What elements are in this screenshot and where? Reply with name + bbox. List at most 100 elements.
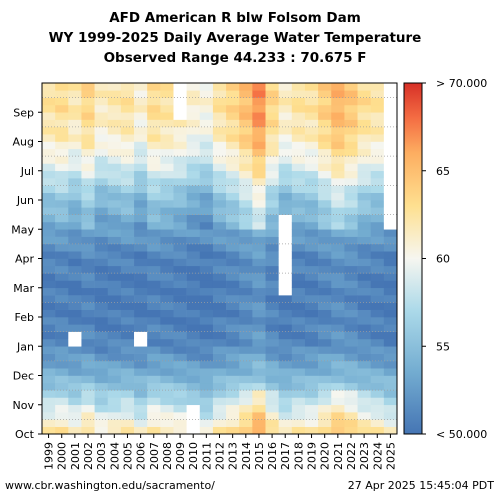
heatmap-cell-2024-35 (370, 170, 385, 179)
x-tick-label-2005: 2005 (121, 442, 134, 470)
heatmap-cell-1999-22 (42, 265, 56, 274)
heatmap-cell-2020-42 (318, 119, 332, 128)
heatmap-cell-2013-34 (226, 178, 240, 186)
heatmap-cell-2016-5 (265, 390, 279, 398)
heatmap-cell-2025-25 (383, 243, 398, 252)
heatmap-cell-2002-10 (81, 353, 95, 362)
heatmap-cell-2004-35 (107, 170, 122, 179)
heatmap-cell-2015-40 (252, 134, 266, 142)
heatmap-cell-2000-33 (55, 185, 69, 193)
heatmap-cell-2016-9 (265, 360, 279, 369)
heatmap-cell-2019-26 (304, 236, 319, 245)
heatmap-cell-2009-19 (173, 287, 187, 296)
heatmap-cell-2016-31 (265, 200, 279, 208)
heatmap-cell-2014-18 (239, 295, 253, 303)
heatmap-cell-2003-23 (94, 258, 109, 267)
heatmap-cell-2001-27 (68, 229, 82, 237)
heatmap-cell-2009-45 (173, 97, 187, 106)
heatmap-cell-2003-37 (94, 156, 109, 164)
heatmap-cell-2006-22 (134, 265, 148, 274)
heatmap-cell-2013-19 (226, 287, 240, 296)
heatmap-cell-2019-34 (304, 178, 319, 186)
heatmap-cell-2016-37 (265, 156, 279, 164)
heatmap-cell-2012-6 (212, 382, 227, 391)
colorbar-axis: < 50.000 55 60 65 > 70.000 (422, 77, 487, 441)
heatmap-cell-2003-33 (94, 185, 109, 193)
heatmap-cell-2003-26 (94, 236, 109, 245)
heatmap-cell-2015-47 (252, 83, 266, 91)
heatmap-cell-2017-29 (278, 214, 293, 223)
heatmap-cell-2014-45 (239, 97, 253, 106)
heatmap-cell-2014-8 (239, 368, 253, 376)
heatmap-cell-2006-5 (134, 390, 148, 398)
heatmap-cell-2012-19 (212, 287, 227, 296)
heatmap-cell-2005-0 (120, 426, 135, 435)
heatmap-cell-2024-8 (370, 368, 385, 376)
heatmap-cell-2000-1 (55, 419, 69, 427)
heatmap-cell-2022-24 (344, 251, 358, 259)
heatmap-cell-2016-6 (265, 382, 279, 391)
heatmap-cell-2005-9 (120, 360, 135, 369)
x-tick-label-2025: 2025 (384, 442, 397, 470)
heatmap-cell-2004-47 (107, 83, 122, 91)
heatmap-cell-2016-44 (265, 104, 279, 113)
heatmap-cell-2019-28 (304, 221, 319, 230)
heatmap-cell-2023-30 (357, 207, 372, 215)
heatmap-cell-2019-44 (304, 104, 319, 113)
heatmap-cell-2022-36 (344, 163, 358, 172)
heatmap-cell-2019-16 (304, 309, 319, 318)
heatmap-cell-2013-33 (226, 185, 240, 193)
heatmap-cell-2024-43 (370, 112, 385, 120)
heatmap-cell-2012-38 (212, 148, 227, 157)
heatmap-cell-2019-19 (304, 287, 319, 296)
heatmap-cell-2003-24 (94, 251, 109, 259)
heatmap-cell-2008-22 (160, 265, 174, 274)
heatmap-cell-2002-25 (81, 243, 95, 252)
heatmap-cell-2020-21 (318, 273, 332, 281)
heatmap-cell-2003-16 (94, 309, 109, 318)
heatmap-cell-2005-8 (120, 368, 135, 376)
heatmap-cell-2025-24 (383, 251, 398, 259)
heatmap-cell-2019-13 (304, 331, 319, 340)
heatmap-cell-2007-41 (147, 126, 161, 135)
heatmap-cell-2010-9 (186, 360, 201, 369)
heatmap-cell-2009-9 (173, 360, 187, 369)
heatmap-cell-2024-4 (370, 397, 385, 406)
heatmap-cell-2008-24 (160, 251, 174, 259)
heatmap-cell-2025-45 (383, 97, 398, 106)
heatmap-cell-2015-18 (252, 295, 266, 303)
heatmap-cell-2006-15 (134, 317, 148, 325)
heatmap-cell-2018-1 (291, 419, 306, 427)
heatmap-cell-2008-16 (160, 309, 174, 318)
heatmap-cell-2025-42 (383, 119, 398, 128)
heatmap-cell-2021-6 (331, 382, 345, 391)
heatmap-cell-2002-7 (81, 375, 95, 384)
heatmap-cell-2005-41 (120, 126, 135, 135)
heatmap-cell-2018-40 (291, 134, 306, 142)
heatmap-cell-2018-12 (291, 338, 306, 347)
heatmap-cell-2011-25 (199, 243, 214, 252)
heatmap-cell-2016-27 (265, 229, 279, 237)
x-tick-label-2016: 2016 (266, 442, 279, 470)
heatmap-cell-2001-34 (68, 178, 82, 186)
heatmap-cell-2020-14 (318, 324, 332, 332)
heatmap-cell-2003-12 (94, 338, 109, 347)
heatmap-cell-2012-11 (212, 346, 227, 354)
heatmap-cell-2014-27 (239, 229, 253, 237)
heatmap-cell-2010-27 (186, 229, 201, 237)
heatmap-cell-2014-16 (239, 309, 253, 318)
heatmap-cell-2023-18 (357, 295, 372, 303)
heatmap-cell-2004-7 (107, 375, 122, 384)
heatmap-cell-2007-13 (147, 331, 161, 340)
heatmap-cell-2010-14 (186, 324, 201, 332)
heatmap-cell-2018-6 (291, 382, 306, 391)
heatmap-cell-2019-31 (304, 200, 319, 208)
heatmap-cell-2018-32 (291, 192, 306, 201)
heatmap-cell-2024-27 (370, 229, 385, 237)
heatmap-cell-2005-40 (120, 134, 135, 142)
heatmap-cell-2021-19 (331, 287, 345, 296)
heatmap-cell-2003-43 (94, 112, 109, 120)
heatmap-cell-1999-21 (42, 273, 56, 281)
heatmap-cell-2004-37 (107, 156, 122, 164)
heatmap-cell-2009-15 (173, 317, 187, 325)
